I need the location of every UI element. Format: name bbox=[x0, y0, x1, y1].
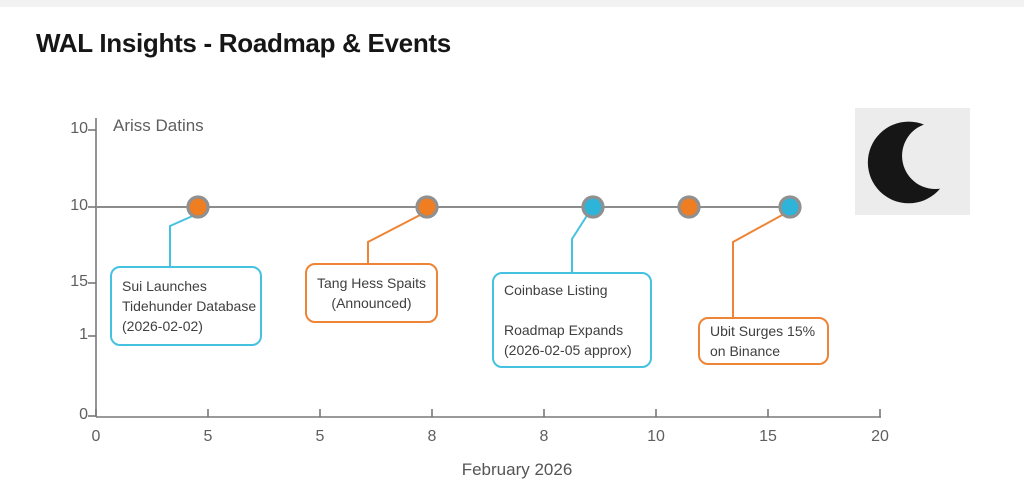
event-dot bbox=[415, 195, 439, 219]
event-leader-line bbox=[571, 213, 589, 272]
moon-crescent-icon bbox=[867, 121, 962, 204]
event-callout-line: (2026-02-05 approx) bbox=[504, 342, 632, 358]
y-tick-label: 10 bbox=[70, 197, 88, 214]
event-callout-line: Tidehunder Database bbox=[122, 298, 257, 314]
moon-logo bbox=[855, 108, 970, 215]
event-callout-line: Coinbase Listing bbox=[504, 282, 608, 298]
event-callout-line: on Binance bbox=[710, 343, 781, 359]
event-dot bbox=[677, 195, 701, 219]
x-tick-label: 5 bbox=[315, 428, 325, 445]
event-dot bbox=[581, 195, 605, 219]
event-callout-line bbox=[504, 300, 640, 320]
x-tick-label: 8 bbox=[427, 428, 437, 445]
page-title: WAL Insights - Roadmap & Events bbox=[36, 28, 451, 58]
y-tick-label: 10 bbox=[70, 120, 88, 137]
x-tick-label: 8 bbox=[539, 428, 549, 445]
x-tick-label: 20 bbox=[871, 428, 889, 445]
event-dot bbox=[186, 195, 210, 219]
y-tick-label: 1 bbox=[79, 326, 88, 343]
event-callout-line: (Announced) bbox=[331, 295, 412, 311]
event-leader-line bbox=[169, 213, 198, 266]
event-callout-line: Ubit Surges 15% bbox=[710, 323, 816, 339]
y-tick-label: 0 bbox=[79, 406, 88, 423]
x-axis-title: February 2026 bbox=[461, 460, 573, 479]
event-callout: Ubit Surges 15% on Binance bbox=[698, 317, 829, 365]
x-tick-label: 10 bbox=[647, 428, 665, 445]
event-callout: Sui Launches Tidehunder Database (2026-02-… bbox=[110, 266, 262, 346]
event-leader-line bbox=[732, 213, 785, 317]
x-tick-label: 5 bbox=[203, 428, 213, 445]
x-tick-label: 0 bbox=[91, 428, 101, 445]
plot-note-label: Ariss Datins bbox=[113, 116, 204, 135]
event-callout: Tang Hess Spaits (Announced) bbox=[305, 263, 438, 323]
event-callout: Coinbase Listing Roadmap Expands (2026-02… bbox=[492, 272, 652, 368]
x-tick-label: 15 bbox=[759, 428, 777, 445]
y-tick-label: 15 bbox=[70, 273, 88, 290]
event-dot bbox=[778, 195, 802, 219]
top-strip bbox=[0, 0, 1024, 7]
event-callout-line: Sui Launches bbox=[122, 278, 207, 294]
event-leader-line bbox=[367, 213, 423, 263]
event-callout-line: Tang Hess Spaits bbox=[317, 275, 426, 291]
event-callout-line: (2026-02-02) bbox=[122, 318, 203, 334]
event-callout-line: Roadmap Expands bbox=[504, 322, 624, 338]
